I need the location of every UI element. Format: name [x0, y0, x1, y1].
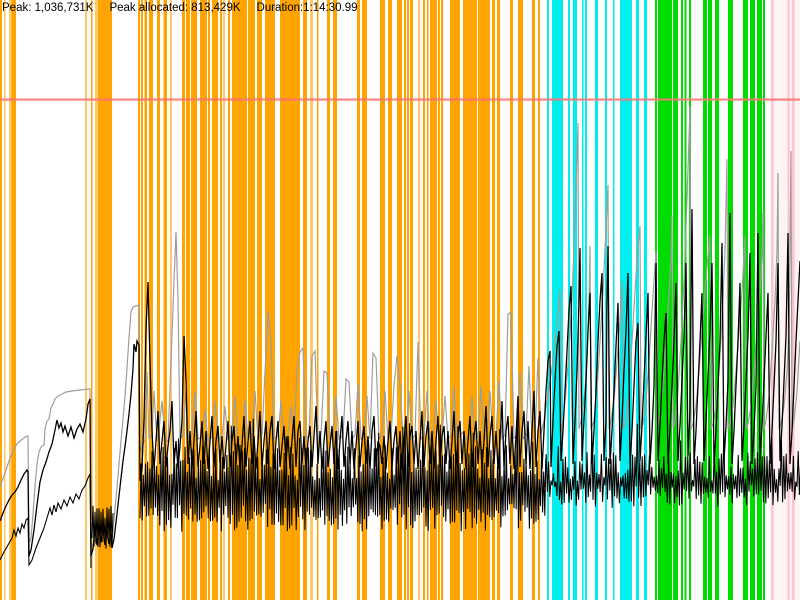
- event-bar: [357, 0, 360, 600]
- event-bar: [11, 0, 16, 600]
- event-bar: [644, 0, 647, 600]
- event-bar: [265, 0, 275, 600]
- event-bar: [532, 0, 535, 600]
- event-bar: [771, 0, 774, 600]
- event-bar: [595, 0, 598, 600]
- event-bar: [397, 0, 402, 600]
- event-bar: [407, 0, 409, 600]
- in-use-memory-zigzag: [91, 505, 114, 549]
- event-bar: [510, 0, 513, 600]
- event-bar: [163, 0, 167, 600]
- in-use-memory-band: [0, 407, 800, 569]
- event-bar: [582, 0, 584, 600]
- event-bar: [552, 0, 563, 600]
- event-bar: [223, 0, 225, 600]
- event-bar: [418, 0, 420, 600]
- event-bar: [538, 0, 540, 600]
- event-bar: [547, 0, 549, 600]
- in-use-memory-zigzag: [139, 407, 547, 532]
- event-bar: [191, 0, 197, 600]
- event-bar: [144, 0, 147, 600]
- duration-stat: Duration:1:14:30.99: [256, 2, 358, 14]
- event-bar: [170, 0, 172, 600]
- event-bar: [410, 0, 413, 600]
- event-bar: [792, 0, 795, 600]
- event-bar: [497, 0, 500, 600]
- event-bar: [427, 0, 429, 600]
- event-bar: [157, 0, 160, 600]
- event-bar: [585, 0, 587, 600]
- event-bar: [0, 0, 2, 600]
- event-bar: [388, 0, 392, 600]
- reserved-memory-line: [0, 105, 800, 548]
- event-bar: [438, 0, 440, 600]
- event-bar: [220, 0, 222, 600]
- event-bar: [430, 0, 437, 600]
- event-bar: [91, 0, 93, 600]
- event-bar: [636, 0, 639, 600]
- event-bar: [141, 0, 143, 600]
- event-bar: [492, 0, 495, 600]
- event-bar: [208, 0, 210, 600]
- event-bar: [620, 0, 632, 600]
- event-bar: [257, 0, 262, 600]
- event-bar: [423, 0, 425, 600]
- peak-allocated-stat: Peak allocated: 813,429K: [109, 2, 241, 14]
- event-bar: [613, 0, 615, 600]
- event-bar: [380, 0, 385, 600]
- event-bar: [85, 0, 87, 600]
- event-bar: [200, 0, 207, 600]
- event-bar: [303, 0, 307, 600]
- event-bar: [9, 0, 12, 600]
- event-bar: [573, 0, 577, 600]
- event-bar: [186, 0, 190, 600]
- event-bar: [568, 0, 570, 600]
- event-bar: [605, 0, 607, 600]
- event-bar: [703, 0, 707, 600]
- event-bar: [248, 0, 255, 600]
- event-bar: [518, 0, 523, 600]
- event-bar: [4, 0, 6, 600]
- allocated-memory-line: [0, 208, 800, 557]
- event-bar: [681, 0, 683, 600]
- event-bar: [658, 0, 672, 600]
- in-use-memory-line-left: [0, 473, 92, 569]
- event-bar: [149, 0, 153, 600]
- event-bar: [212, 0, 218, 600]
- event-bar: [750, 0, 755, 600]
- event-bar: [333, 0, 337, 600]
- event-bar: [310, 0, 313, 600]
- event-bar: [317, 0, 319, 600]
- peak-memory-line: [0, 98, 800, 101]
- event-bar: [441, 0, 443, 600]
- event-bar: [450, 0, 460, 600]
- event-bar: [95, 0, 98, 600]
- event-bar: [327, 0, 330, 600]
- peak-stat: Peak: 1,036,731K: [2, 2, 94, 14]
- event-bar: [98, 0, 112, 600]
- event-bar: [138, 0, 140, 600]
- in-use-memory-zigzag: [544, 423, 800, 508]
- event-bar: [715, 0, 719, 600]
- event-bar: [689, 0, 691, 600]
- stats-bar: Peak: 1,036,731K Peak allocated: 813,429…: [2, 2, 358, 15]
- event-bar: [228, 0, 230, 600]
- event-bar: [362, 0, 367, 600]
- event-bar: [404, 0, 406, 600]
- event-bar: [182, 0, 185, 600]
